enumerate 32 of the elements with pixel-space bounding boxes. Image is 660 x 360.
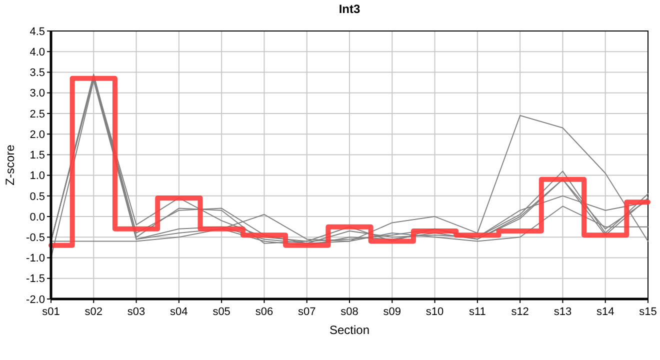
x-tick-label: s05: [212, 306, 230, 318]
x-axis-title: Section: [329, 323, 370, 337]
x-tick-label: s11: [468, 306, 486, 318]
x-tick-label: s07: [298, 306, 316, 318]
x-tick-label: s09: [383, 306, 402, 318]
y-tick-label: -2.0: [26, 294, 45, 306]
x-tick-label: s02: [84, 306, 103, 318]
y-tick-label: 2.5: [30, 108, 45, 120]
x-tick-label: s06: [255, 306, 274, 318]
y-tick-label: -1.5: [26, 273, 45, 286]
y-tick-label: 3.0: [30, 88, 45, 100]
chart-title: Int3: [338, 2, 360, 16]
x-tick-label: s04: [170, 306, 188, 318]
x-tick-label: s08: [340, 306, 358, 318]
x-tick-label: s01: [42, 306, 60, 318]
y-tick-label: 4.5: [30, 26, 45, 38]
y-tick-label: 2.0: [30, 128, 45, 141]
y-tick-label: 0.5: [30, 190, 45, 203]
y-tick-label: 3.5: [30, 67, 45, 80]
x-tick-label: s15: [639, 306, 657, 318]
x-tick-label: s12: [511, 306, 529, 318]
x-tick-label: s13: [554, 306, 572, 318]
y-axis-title: Z-score: [3, 144, 17, 186]
y-tick-label: -0.5: [26, 232, 45, 244]
x-tick-label: s03: [127, 306, 146, 318]
y-tick-label: 1.0: [30, 170, 45, 182]
x-tick-label: s10: [426, 306, 444, 318]
y-tick-label: 0.0: [30, 211, 45, 224]
y-tick-label: 4.0: [30, 46, 45, 58]
y-tick-label: 1.5: [30, 150, 45, 162]
y-tick-label: -1.0: [26, 252, 45, 265]
x-tick-label: s14: [596, 306, 614, 318]
